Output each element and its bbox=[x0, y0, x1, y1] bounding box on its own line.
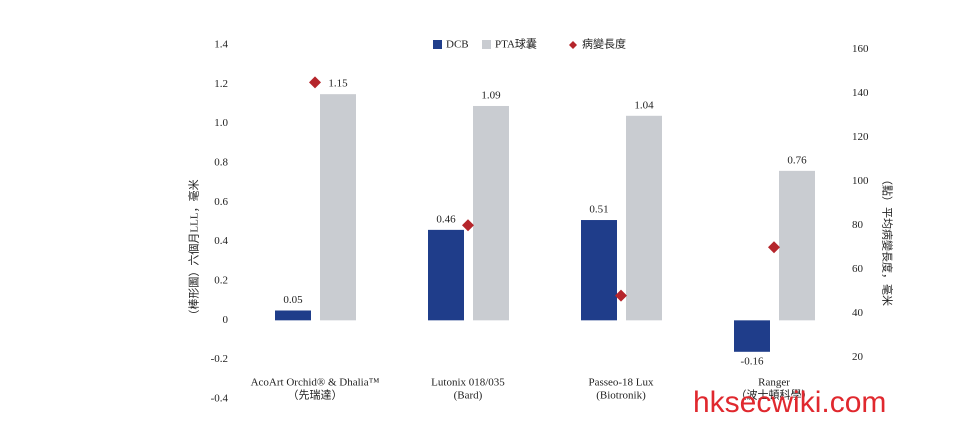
y-tick-label: 1.2 bbox=[214, 78, 228, 90]
y2-tick-label: 100 bbox=[852, 175, 869, 187]
y-tick-label: 0.8 bbox=[214, 157, 228, 169]
x-tick-label: (Bard) bbox=[454, 390, 483, 402]
value-label: 1.15 bbox=[328, 78, 348, 90]
diamond-marker bbox=[462, 219, 474, 232]
x-tick-label: Lutonix 018/035 bbox=[431, 377, 505, 389]
legend-label: PTA球囊 bbox=[495, 37, 537, 51]
bar bbox=[779, 170, 815, 321]
y2-tick-label: 60 bbox=[852, 263, 864, 275]
bar bbox=[626, 115, 662, 321]
value-label: 1.04 bbox=[634, 99, 654, 111]
bar bbox=[275, 310, 311, 321]
legend-marker bbox=[569, 41, 577, 49]
x-tick-label: （波士頓科學） bbox=[736, 388, 813, 402]
y-tick-label: -0.2 bbox=[211, 353, 228, 365]
y2-tick-label: 80 bbox=[852, 219, 864, 231]
y-tick-label: -0.4 bbox=[211, 393, 229, 405]
x-tick-label: （先瑞達） bbox=[288, 388, 343, 402]
x-tick-label: (Biotronik) bbox=[596, 390, 646, 402]
bar bbox=[320, 94, 356, 321]
value-label: 0.76 bbox=[787, 154, 807, 166]
legend-marker bbox=[482, 40, 491, 49]
diamond-marker bbox=[309, 76, 321, 89]
watermark: hksecwiki.com bbox=[693, 386, 886, 419]
legend-label: 病變長度 bbox=[582, 37, 626, 51]
x-tick-label: AcoArt Orchid® & Dhalia™ bbox=[251, 377, 380, 389]
value-label: 0.05 bbox=[283, 294, 303, 306]
y2-axis-label: （點）平均病變長度，毫米 bbox=[880, 174, 894, 306]
y-tick-label: 0.6 bbox=[214, 196, 228, 208]
legend-marker bbox=[433, 40, 442, 49]
y2-tick-label: 160 bbox=[852, 43, 869, 55]
y-tick-label: 0 bbox=[223, 314, 229, 326]
y2-tick-label: 120 bbox=[852, 131, 869, 143]
y-tick-label: 0.4 bbox=[214, 235, 228, 247]
x-tick-label: Passeo-18 Lux bbox=[588, 377, 654, 389]
y2-tick-label: 20 bbox=[852, 351, 864, 363]
y-tick-label: 0.2 bbox=[214, 275, 228, 287]
legend-label: DCB bbox=[446, 39, 469, 51]
x-tick-label: Ranger bbox=[758, 377, 790, 389]
bar bbox=[428, 229, 464, 321]
y2-tick-label: 140 bbox=[852, 87, 869, 99]
value-label: 0.51 bbox=[589, 204, 608, 216]
bar bbox=[581, 220, 617, 321]
y-tick-label: 1.4 bbox=[214, 39, 228, 51]
diamond-marker bbox=[768, 241, 780, 254]
y-tick-label: 1.0 bbox=[214, 117, 228, 129]
value-label: 1.09 bbox=[481, 89, 501, 101]
diamond-marker bbox=[615, 289, 627, 302]
y-axis-label: （棒形圖）六個月LLL，毫米 bbox=[187, 179, 201, 320]
bar bbox=[473, 105, 509, 321]
y2-tick-label: 40 bbox=[852, 307, 864, 319]
value-label: -0.16 bbox=[741, 355, 764, 367]
bar bbox=[734, 320, 770, 352]
value-label: 0.46 bbox=[436, 213, 456, 225]
